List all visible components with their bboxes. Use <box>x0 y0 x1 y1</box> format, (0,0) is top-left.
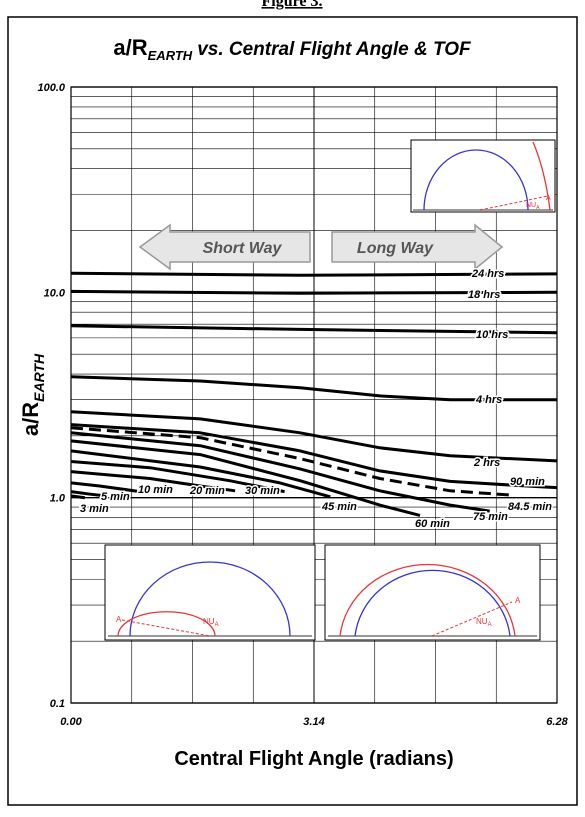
curve-label: 90 min <box>510 476 545 488</box>
y-tick-label: 10.0 <box>44 287 66 299</box>
x-tick-label: 3.14 <box>303 716 324 728</box>
curve-label: 24 hrs <box>471 268 504 280</box>
title-main: a/R <box>113 35 147 60</box>
curve-label: 30 min <box>245 485 280 497</box>
annotation: Short Way <box>203 240 283 257</box>
angle-sub: A <box>488 622 492 628</box>
figure-caption: Figure 3. <box>261 0 322 10</box>
y-tick-label: 100.0 <box>37 82 65 94</box>
ylabel-main: a/R <box>18 402 43 436</box>
curve-label: 84.5 min <box>508 501 552 513</box>
inset-point: A <box>515 596 521 605</box>
inset-point: A <box>546 195 551 202</box>
angle-sub: A <box>215 622 219 628</box>
angle-label: NU <box>526 202 536 209</box>
inset: A NUA <box>105 545 315 640</box>
inset: A NUA <box>325 545 540 640</box>
curve-label: 18 hrs <box>468 289 500 301</box>
x-tick-label: 6.28 <box>546 716 568 728</box>
title-rest: vs. Central Flight Angle & TOF <box>197 39 472 60</box>
annotation: Long Way <box>357 240 434 257</box>
ylabel-sub: EARTH <box>31 353 47 402</box>
curve-label: 45 min <box>321 501 357 513</box>
curve-label: 10 min <box>138 484 173 496</box>
x-tick-label: 0.00 <box>60 716 82 728</box>
inset: NUA A <box>411 140 555 212</box>
x-axis-label: Central Flight Angle (radians) <box>174 748 453 770</box>
y-tick-label: 0.1 <box>50 698 65 710</box>
curve-label: 2 hrs <box>473 457 500 469</box>
angle-label: NU <box>476 617 488 626</box>
curve-label: 20 min <box>189 485 225 497</box>
curve-label: 10 hrs <box>476 329 508 341</box>
curve-label: 75 min <box>473 511 508 523</box>
curve-label: 3 min <box>80 503 109 515</box>
page: Figure 3. a/REARTHvs. Central Flight Ang… <box>0 0 585 812</box>
y-tick-label: 1.0 <box>50 493 66 505</box>
inset-point: A <box>116 615 122 624</box>
title-sub: EARTH <box>148 48 193 63</box>
curve-label: 4 hrs <box>475 394 502 406</box>
curve <box>71 496 85 498</box>
angle-label: NU <box>203 617 215 626</box>
chart: Figure 3. a/REARTHvs. Central Flight Ang… <box>0 0 585 812</box>
curve-label: 5 min <box>101 491 130 503</box>
curve-label: 60 min <box>415 518 450 530</box>
